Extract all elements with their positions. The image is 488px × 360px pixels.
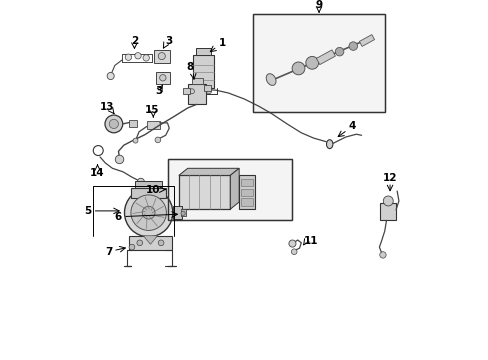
Circle shape	[131, 195, 166, 230]
Bar	[154, 50, 169, 63]
Circle shape	[135, 53, 141, 59]
Text: 10: 10	[146, 185, 160, 195]
Circle shape	[189, 89, 194, 94]
Circle shape	[305, 57, 318, 69]
Text: 9: 9	[315, 0, 322, 10]
Text: 4: 4	[347, 121, 355, 131]
Circle shape	[109, 119, 118, 129]
Text: 14: 14	[90, 167, 104, 177]
Polygon shape	[230, 168, 239, 209]
Circle shape	[206, 89, 211, 94]
Bar	[183, 89, 190, 94]
Circle shape	[291, 62, 305, 75]
Circle shape	[379, 252, 386, 258]
Circle shape	[115, 155, 123, 164]
Circle shape	[159, 75, 166, 81]
Bar	[204, 85, 211, 91]
Circle shape	[158, 53, 165, 60]
Bar	[168, 159, 292, 220]
Circle shape	[137, 178, 144, 185]
Circle shape	[142, 55, 149, 61]
Circle shape	[181, 211, 185, 216]
Bar	[172, 206, 182, 219]
Ellipse shape	[265, 74, 275, 85]
Text: 8: 8	[186, 63, 193, 72]
Circle shape	[383, 196, 392, 206]
Bar	[192, 78, 202, 84]
Circle shape	[124, 189, 172, 237]
Bar	[241, 189, 252, 195]
Bar	[129, 120, 136, 127]
Bar	[129, 236, 171, 250]
Text: 13: 13	[99, 102, 114, 112]
Circle shape	[291, 249, 296, 255]
Text: 3: 3	[165, 36, 172, 46]
Bar	[188, 84, 206, 104]
Bar	[146, 121, 159, 129]
Text: 6: 6	[115, 212, 122, 222]
Bar	[156, 72, 170, 84]
Bar	[241, 198, 252, 206]
Bar	[359, 35, 374, 46]
Circle shape	[105, 115, 122, 133]
Polygon shape	[143, 236, 157, 244]
Text: 7: 7	[105, 247, 112, 257]
Circle shape	[142, 206, 155, 219]
Circle shape	[107, 72, 114, 80]
Text: 12: 12	[382, 173, 396, 183]
Bar	[196, 48, 211, 55]
Text: 1: 1	[219, 38, 225, 48]
Text: 15: 15	[144, 105, 159, 115]
Bar	[180, 209, 185, 216]
Text: 2: 2	[131, 36, 138, 45]
Bar	[193, 55, 214, 89]
Bar	[316, 50, 335, 64]
Polygon shape	[179, 168, 239, 175]
Circle shape	[137, 240, 142, 246]
Circle shape	[348, 42, 357, 50]
Circle shape	[335, 48, 343, 56]
Bar	[135, 181, 162, 188]
Bar	[131, 188, 166, 198]
Ellipse shape	[326, 140, 332, 149]
Bar	[239, 175, 255, 209]
Bar	[179, 175, 230, 209]
Bar	[380, 203, 395, 220]
Text: 3: 3	[155, 86, 162, 96]
Circle shape	[129, 244, 135, 250]
Text: 5: 5	[84, 206, 91, 216]
Bar	[253, 14, 384, 112]
Text: 11: 11	[303, 236, 318, 246]
Bar	[168, 159, 292, 220]
Circle shape	[158, 240, 163, 246]
Bar	[241, 179, 252, 186]
Circle shape	[288, 240, 295, 247]
Circle shape	[155, 137, 161, 143]
Circle shape	[125, 54, 131, 60]
Bar	[253, 14, 384, 112]
Circle shape	[133, 138, 138, 143]
